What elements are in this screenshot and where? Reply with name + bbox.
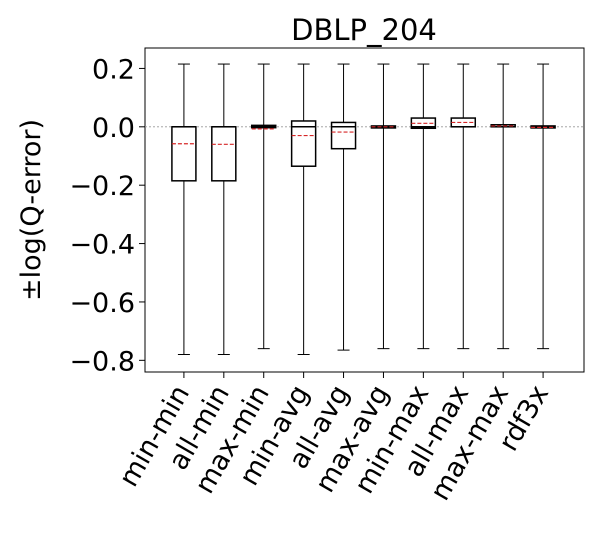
box	[330, 121, 357, 150]
box	[290, 120, 317, 167]
y-axis-label: ±log(Q-error)	[16, 119, 47, 301]
box	[211, 126, 237, 182]
plot-frame	[144, 47, 585, 373]
plot-area: 0.20.0−0.2−0.4−0.6−0.8min-minall-minmax-…	[69, 47, 585, 506]
box	[171, 126, 197, 182]
y-tick-label: −0.6	[69, 288, 135, 319]
y-tick-label: 0.2	[92, 54, 135, 85]
chart-title: DBLP_204	[291, 13, 437, 47]
y-tick-label: −0.8	[69, 346, 135, 377]
y-tick-label: −0.2	[69, 171, 135, 202]
y-tick-label: −0.4	[69, 230, 135, 261]
y-tick-label: 0.0	[92, 113, 135, 144]
